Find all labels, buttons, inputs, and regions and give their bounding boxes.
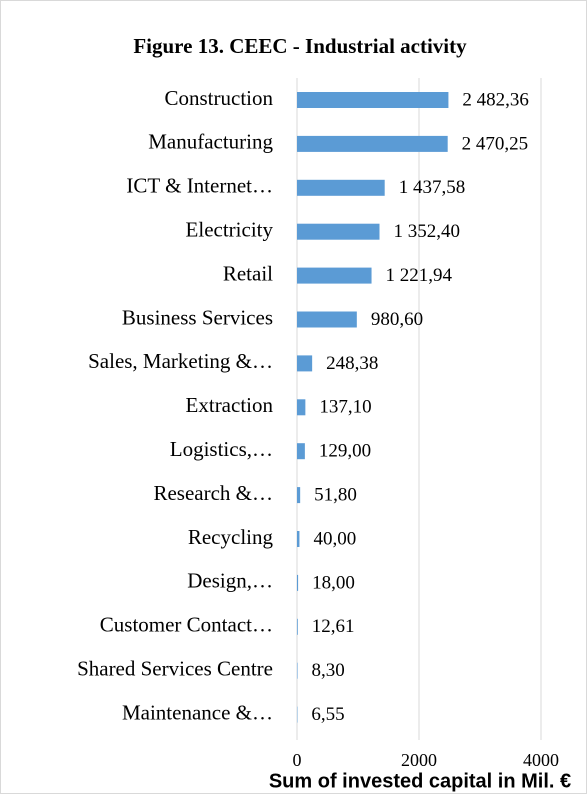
data-label: 2 470,25 xyxy=(462,133,529,154)
x-tick-label: 0 xyxy=(293,750,302,770)
x-tick-label: 2000 xyxy=(401,750,437,770)
y-tick-label: Customer Contact… xyxy=(100,613,273,637)
chart-title: Figure 13. CEEC - Industrial activity xyxy=(133,34,467,58)
y-tick-label: Shared Services Centre xyxy=(77,657,273,681)
bar xyxy=(297,355,313,372)
x-tick-label: 4000 xyxy=(523,750,559,770)
y-tick-label: ICT & Internet… xyxy=(126,174,273,198)
data-label: 1 221,94 xyxy=(386,265,453,286)
data-label: 40,00 xyxy=(313,528,356,549)
y-tick-label: Retail xyxy=(223,261,273,285)
y-tick-label: Maintenance &… xyxy=(122,700,273,724)
bar xyxy=(297,92,449,108)
data-label: 137,10 xyxy=(319,397,371,418)
bar xyxy=(297,531,300,547)
bar xyxy=(297,135,448,152)
data-label: 12,61 xyxy=(312,616,355,637)
data-label: 2 482,36 xyxy=(462,89,529,110)
bar xyxy=(297,574,299,591)
bar xyxy=(297,618,298,635)
data-label: 18,00 xyxy=(312,572,355,593)
y-tick-label: Manufacturing xyxy=(148,130,273,154)
y-tick-label: Electricity xyxy=(186,218,274,242)
y-tick-label: Construction xyxy=(165,86,274,110)
x-axis-title: Sum of invested capital in Mil. € xyxy=(269,770,571,792)
bar xyxy=(297,487,301,504)
y-tick-label: Logistics,… xyxy=(170,437,273,461)
bar xyxy=(297,267,372,284)
data-label: 8,30 xyxy=(312,660,345,681)
y-tick-label: Extraction xyxy=(186,393,274,417)
data-label: 1 352,40 xyxy=(393,221,460,242)
data-label: 1 437,58 xyxy=(399,177,466,198)
data-label: 248,38 xyxy=(326,353,378,374)
data-label: 129,00 xyxy=(319,441,371,462)
data-label: 6,55 xyxy=(311,704,344,725)
y-tick-label: Business Services xyxy=(122,305,273,329)
y-tick-label: Research &… xyxy=(153,481,273,505)
y-tick-label: Sales, Marketing &… xyxy=(88,349,273,373)
y-tick-label: Recycling xyxy=(188,525,274,549)
y-tick-label: Design,… xyxy=(187,569,273,593)
bar xyxy=(297,443,305,460)
data-label: 980,60 xyxy=(371,309,423,330)
bar xyxy=(297,662,298,679)
bar xyxy=(297,399,306,416)
bar xyxy=(297,223,380,240)
data-label: 51,80 xyxy=(314,484,357,505)
bar xyxy=(297,311,357,328)
bar xyxy=(297,179,385,196)
